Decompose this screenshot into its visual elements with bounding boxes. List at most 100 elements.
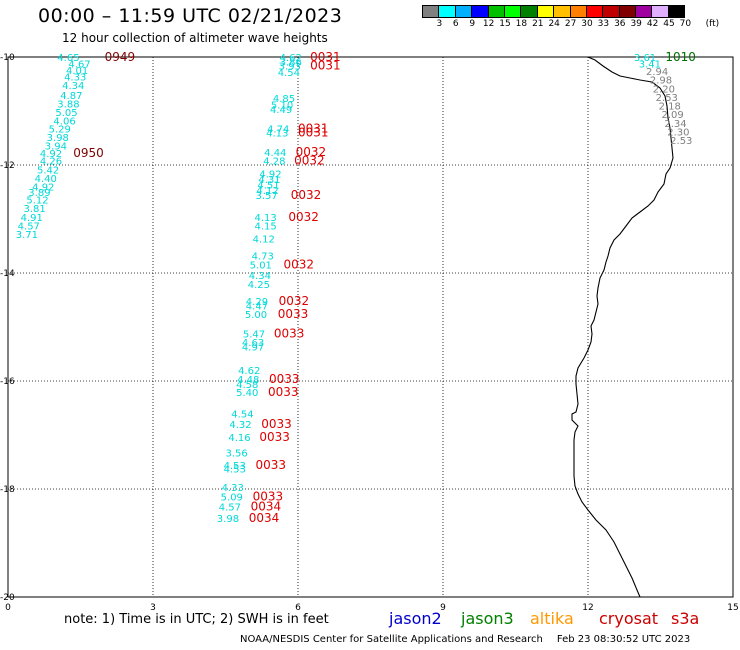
wave-height-label: 4.44: [264, 148, 286, 159]
x-tick-label: 12: [582, 603, 593, 613]
wave-height-label: 4.12: [253, 234, 275, 245]
wave-height-label: 4.97: [242, 342, 264, 353]
pass-time-label: 0949: [105, 50, 136, 64]
pass-time-label: 1010: [665, 50, 696, 64]
pass-time-label: 0031: [298, 121, 329, 135]
wave-height-label: 5.40: [236, 388, 258, 399]
wave-height-label: 5.01: [250, 260, 272, 271]
credit-text: NOAA/NESDIS Center for Satellite Applica…: [240, 634, 543, 645]
wave-height-label: 3.61: [634, 53, 656, 64]
satellite-cryosat: cryosat: [599, 609, 659, 628]
wave-height-label: 4.47: [246, 301, 268, 312]
wave-height-label: 2.98: [650, 76, 672, 87]
wave-height-label: 4.54: [231, 409, 253, 420]
wave-height-label: 4.15: [255, 221, 277, 232]
pass-time-label: 0033: [274, 326, 305, 340]
wave-height-label: 3.93: [279, 62, 301, 73]
wave-height-label: 4.73: [252, 252, 274, 263]
pass-time-label: 0032: [291, 188, 322, 202]
wave-height-label: 4.62: [280, 53, 302, 64]
coastline: [571, 56, 674, 598]
pass-time-label: 0033: [269, 372, 300, 386]
pass-time-label: 0032: [296, 145, 327, 159]
wave-height-label: 5.47: [243, 329, 265, 340]
wave-height-label: 4.54: [278, 68, 300, 79]
wave-height-label: 4.34: [249, 271, 271, 282]
wave-height-label: 2.09: [661, 110, 683, 121]
wave-height-legend: 3 6 9 12 15 18 21 24 27 30 33 36 39 42 45 70 (ft): [422, 5, 719, 32]
wave-height-label: 4.34: [62, 81, 84, 92]
wave-height-label: 4.62: [238, 366, 260, 377]
wave-height-label: 4.12: [256, 186, 278, 197]
satellite-jason3: jason3: [461, 609, 514, 628]
wave-height-label: 5.42: [37, 165, 59, 176]
wave-height-label: 5.10: [271, 101, 293, 112]
wave-height-label: 4.28: [263, 157, 285, 168]
legend-tick: 30: [581, 19, 593, 29]
wave-height-label: 4.26: [40, 157, 62, 168]
legend-tick: 12: [482, 19, 495, 29]
wave-height-label: 4.74: [267, 124, 289, 135]
wave-height-label: 4.63: [242, 338, 264, 349]
wave-height-label: 5.05: [55, 108, 77, 119]
satellite-s3a: s3a: [671, 609, 700, 628]
pass-time-label: 0950: [73, 146, 104, 160]
wave-height-label: 2.53: [656, 93, 678, 104]
map-title: 00:00 – 11:59 UTC 02/21/2023: [38, 5, 343, 27]
wave-height-label: 3.89: [28, 188, 50, 199]
y-tick-label: -16: [0, 377, 15, 387]
wave-height-label: 4.92: [259, 170, 281, 181]
y-tick-label: -10: [0, 53, 15, 63]
wave-height-label: 4.48: [237, 375, 259, 386]
wave-height-label: 4.16: [228, 433, 250, 444]
axis-tick-labels: 0 3 6 9 12 15 -10 -12 -14 -16 -18 -20: [0, 53, 739, 613]
wave-height-label: 3.98: [217, 514, 239, 525]
satellite-altika: altika: [530, 609, 574, 628]
pass-time-label: 0031: [310, 50, 341, 64]
generated-timestamp: Feb 23 08:30:52 UTC 2023: [556, 634, 691, 645]
wave-height-label: 4.67: [68, 59, 90, 70]
wave-height-label: 2.20: [653, 84, 675, 95]
legend-tick: 18: [515, 19, 528, 29]
x-tick-label: 6: [295, 603, 301, 613]
wave-height-label: 4.57: [219, 502, 241, 513]
wave-height-label: 4.92: [40, 149, 62, 160]
legend-swatch: [667, 5, 686, 18]
legend-tick: 36: [614, 19, 626, 29]
legend-tick: 9: [469, 19, 476, 29]
pass-time-label: 0031: [298, 126, 329, 140]
map-frame: [7, 56, 734, 598]
pass-time-label: 0033: [278, 307, 309, 321]
satellite-jason2: jason2: [389, 609, 442, 628]
wave-height-label: 5.09: [221, 493, 243, 504]
wave-height-label: 4.13: [266, 129, 288, 140]
wave-height-label: 3.81: [23, 204, 45, 215]
graticule: [7, 56, 734, 598]
legend-tick: 3: [436, 19, 443, 29]
wave-height-label: 3.57: [255, 191, 277, 202]
wave-height-label: 4.51: [257, 180, 279, 191]
wave-height-label: 4.31: [258, 175, 280, 186]
pass-time-label: 0033: [255, 458, 286, 472]
wave-height-label: 3.88: [57, 99, 79, 110]
wave-height-label: 4.06: [53, 117, 75, 128]
wave-height-label: 4.25: [248, 280, 270, 291]
pass-time-label: 0032: [284, 257, 315, 271]
pass-time-label: 0033: [268, 385, 299, 399]
wave-height-labels: 4.65 09494.674.014.334.344.873.885.054.06…: [16, 50, 696, 525]
wave-height-label: 5.00: [245, 310, 267, 321]
pass-time-label: 0033: [253, 490, 284, 504]
legend-tick: 45: [663, 19, 675, 29]
wave-height-label: 3.41: [639, 59, 661, 70]
wave-height-label: 4.87: [60, 91, 82, 102]
x-tick-label: 3: [150, 603, 156, 613]
legend-tick: 42: [646, 19, 659, 29]
wave-height-label: 3.98: [47, 133, 69, 144]
map-subtitle: 12 hour collection of altimeter wave hei…: [62, 31, 328, 45]
wave-height-label: 4.65: [57, 53, 79, 64]
wave-height-label: 2.53: [670, 136, 692, 147]
y-tick-label: -12: [0, 161, 15, 171]
wave-height-label: 4.53: [224, 461, 246, 472]
legend-tick: 39: [630, 19, 642, 29]
wave-height-label: 4.40: [35, 174, 57, 185]
